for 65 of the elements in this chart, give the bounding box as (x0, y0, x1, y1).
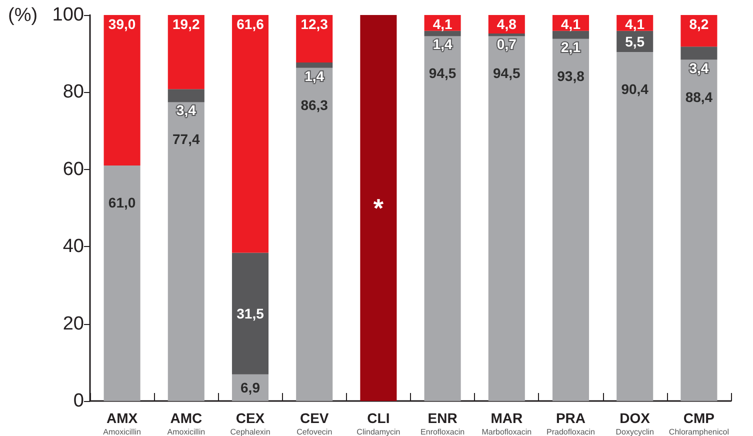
data-label: 39,0 (108, 16, 136, 32)
x-tick-label: MAR Marbofloxacin (482, 410, 532, 436)
data-label: 61,6 (236, 16, 264, 32)
x-tick-label: ENR Enrofloxacin (420, 410, 465, 436)
data-label: 3,4 (689, 60, 709, 76)
x-tick-label: CEX Cephalexin (230, 410, 270, 436)
data-label: 6,9 (240, 380, 260, 396)
data-label: 31,5 (236, 306, 264, 322)
y-tick-label: 40 (62, 236, 84, 258)
bar (552, 30, 590, 39)
data-label: 86,3 (300, 96, 328, 113)
bar (680, 15, 718, 47)
bar (168, 89, 204, 102)
bar (296, 62, 333, 68)
bar (168, 15, 204, 90)
bar (232, 15, 269, 253)
x-tick-label: AMC Amoxicillin (167, 410, 206, 436)
bar (488, 36, 525, 401)
data-label: 4,8 (496, 16, 517, 32)
y-tick-label: 0 (73, 390, 84, 412)
data-label: 1,4 (432, 36, 452, 52)
data-label: 61,0 (108, 194, 136, 211)
data-label: 90,4 (621, 81, 649, 98)
y-tick-label: 20 (62, 313, 84, 334)
data-label: 93,8 (557, 68, 585, 84)
data-label: 1,4 (304, 68, 324, 84)
y-tick-label: 100 (52, 4, 84, 26)
data-label: 0,7 (496, 36, 517, 52)
y-tick-label: 60 (62, 158, 84, 180)
x-tick-label: DOX Doxycyclin (616, 410, 654, 436)
bar (360, 15, 397, 401)
bar (232, 252, 269, 374)
bar (680, 60, 718, 401)
data-label: 8,2 (689, 16, 709, 32)
data-label: * (373, 193, 384, 223)
bar (488, 34, 525, 36)
bar (296, 15, 333, 62)
y-tick-label: 80 (62, 82, 84, 103)
data-label: 88,4 (685, 88, 713, 105)
bar (168, 102, 204, 401)
bar (552, 38, 590, 401)
y-axis-title: (%) (8, 5, 38, 26)
x-tick-label: CEV Cefovecin (296, 410, 332, 436)
data-label: 2,1 (561, 38, 581, 55)
x-tick-label: CMP Chloramphenicol (668, 410, 730, 436)
bar (680, 46, 718, 60)
bar (296, 68, 333, 401)
bar (104, 166, 140, 401)
x-tick-label: PRA Pradofloxacin (546, 410, 595, 436)
x-tick-label: CLI Clindamycin (356, 410, 400, 436)
bar (424, 30, 461, 36)
bar (616, 52, 654, 401)
bar (424, 36, 461, 401)
data-label: 94,5 (428, 65, 456, 82)
data-label: 5,5 (625, 33, 645, 50)
bar (104, 15, 140, 166)
data-label: 12,3 (300, 16, 328, 32)
x-tick-label: AMX Amoxicillin (103, 410, 141, 436)
data-label: 4,1 (625, 16, 645, 32)
data-label: 4,1 (432, 16, 452, 32)
data-label: 3,4 (176, 102, 196, 118)
data-label: 19,2 (172, 16, 200, 32)
data-label: 94,5 (493, 65, 520, 82)
data-label: 4,1 (561, 16, 581, 32)
data-label: 77,4 (172, 131, 200, 148)
